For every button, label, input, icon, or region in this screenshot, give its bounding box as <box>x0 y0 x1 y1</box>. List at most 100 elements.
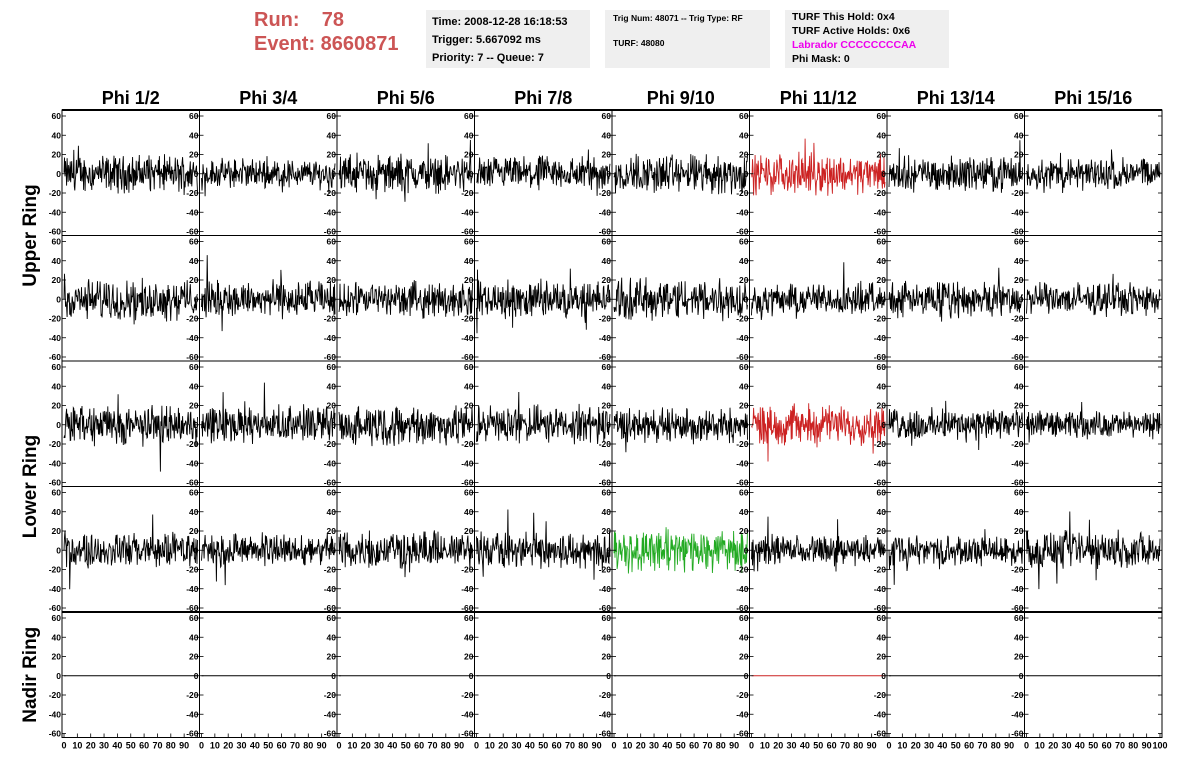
y-tick-label: 40 <box>1014 632 1024 642</box>
waveform-trace <box>476 268 611 334</box>
y-tick-label: -60 <box>1011 352 1024 362</box>
y-tick-label: -60 <box>1011 729 1024 739</box>
y-tick-label: -20 <box>186 314 199 324</box>
y-tick-label: -40 <box>49 584 62 594</box>
y-tick-label: 60 <box>189 111 199 121</box>
y-tick-label: -60 <box>736 603 749 613</box>
x-tick-label: 60 <box>552 741 562 751</box>
x-tick-label: 10 <box>72 741 82 751</box>
y-tick-label: 0 <box>469 169 474 179</box>
y-tick-label: 20 <box>327 652 337 662</box>
waveform-trace <box>63 394 198 472</box>
y-tick-label: 20 <box>327 401 337 411</box>
x-tick-label: 70 <box>702 741 712 751</box>
y-tick-label: 20 <box>1014 652 1024 662</box>
x-tick-label: 80 <box>578 741 588 751</box>
y-tick-label: 60 <box>602 613 612 623</box>
y-tick-label: 0 <box>606 671 611 681</box>
y-tick-label: 40 <box>52 632 62 642</box>
y-tick-label: -60 <box>599 478 612 488</box>
y-tick-label: 40 <box>464 507 474 517</box>
y-tick-label: 40 <box>739 381 749 391</box>
y-tick-label: 60 <box>877 362 887 372</box>
x-tick-label: 10 <box>1035 741 1045 751</box>
x-tick-label: 80 <box>991 741 1001 751</box>
x-tick-label: 80 <box>853 741 863 751</box>
waveform-panel <box>749 611 888 738</box>
waveform-trace <box>888 529 1023 585</box>
x-tick-label: 80 <box>441 741 451 751</box>
y-tick-label: 0 <box>881 169 886 179</box>
y-tick-label: 0 <box>194 169 199 179</box>
y-tick-label: -60 <box>461 227 474 237</box>
y-tick-label: 0 <box>469 294 474 304</box>
y-tick-label: -60 <box>49 729 62 739</box>
column-header-phi: Phi 3/4 <box>239 88 297 108</box>
y-tick-label: -40 <box>186 709 199 719</box>
waveform-trace <box>63 273 198 325</box>
y-tick-label: -20 <box>49 690 62 700</box>
y-tick-label: -40 <box>736 333 749 343</box>
y-tick-label: 40 <box>327 381 337 391</box>
waveform-trace <box>1026 511 1161 590</box>
y-tick-label: 60 <box>52 362 62 372</box>
x-tick-label: 20 <box>86 741 96 751</box>
y-tick-label: -60 <box>874 729 887 739</box>
run-label: Run: 78 <box>254 9 345 31</box>
x-tick-label: 40 <box>937 741 947 751</box>
x-tick-label: 0 <box>886 741 891 751</box>
waveform-trace <box>751 403 886 462</box>
y-tick-label: 0 <box>606 169 611 179</box>
y-tick-label: -60 <box>49 352 62 362</box>
y-tick-label: 60 <box>877 488 887 498</box>
x-tick-label: 50 <box>951 741 961 751</box>
x-tick-label: 70 <box>977 741 987 751</box>
x-tick-label: 60 <box>139 741 149 751</box>
waveform-trace <box>338 530 473 578</box>
column-header-phi: Phi 7/8 <box>514 88 572 108</box>
y-tick-label: 60 <box>327 488 337 498</box>
x-tick-label: 40 <box>250 741 260 751</box>
event-label: Event: 8660871 <box>254 33 399 55</box>
y-tick-label: -60 <box>186 478 199 488</box>
waveform-trace <box>888 267 1023 322</box>
y-tick-label: 60 <box>602 488 612 498</box>
y-tick-label: 20 <box>189 150 199 160</box>
waveform-panel <box>611 611 750 738</box>
y-tick-label: 60 <box>602 111 612 121</box>
y-tick-label: 60 <box>1014 237 1024 247</box>
x-tick-label: 90 <box>592 741 602 751</box>
waveform-panel <box>336 611 475 738</box>
phi-mask-text: Phi Mask: 0 <box>792 53 850 65</box>
y-tick-label: -60 <box>599 227 612 237</box>
y-tick-label: 0 <box>56 420 61 430</box>
waveform-trace <box>751 138 886 196</box>
y-tick-label: 60 <box>739 613 749 623</box>
row-label-ring: Lower Ring <box>20 435 41 538</box>
y-tick-label: 0 <box>194 294 199 304</box>
x-tick-label: 70 <box>1115 741 1125 751</box>
x-tick-label: 40 <box>112 741 122 751</box>
y-tick-label: 0 <box>606 420 611 430</box>
y-tick-label: 40 <box>52 256 62 266</box>
y-tick-label: 0 <box>881 671 886 681</box>
y-tick-label: -40 <box>599 333 612 343</box>
y-tick-label: -60 <box>461 352 474 362</box>
y-tick-label: 60 <box>189 488 199 498</box>
y-tick-label: -60 <box>736 227 749 237</box>
y-tick-label: -20 <box>736 690 749 700</box>
x-tick-label: 20 <box>223 741 233 751</box>
waveform-trace <box>476 149 611 196</box>
y-tick-label: 60 <box>327 237 337 247</box>
y-tick-label: -60 <box>49 478 62 488</box>
waveform-panel <box>886 109 1025 236</box>
y-tick-label: 40 <box>602 256 612 266</box>
y-tick-label: 20 <box>602 652 612 662</box>
y-tick-label: 60 <box>877 111 887 121</box>
y-tick-label: -40 <box>461 207 474 217</box>
x-tick-label: 30 <box>787 741 797 751</box>
y-tick-label: 60 <box>1014 613 1024 623</box>
y-tick-label: 0 <box>331 545 336 555</box>
y-tick-label: 20 <box>189 401 199 411</box>
y-tick-label: -60 <box>186 227 199 237</box>
